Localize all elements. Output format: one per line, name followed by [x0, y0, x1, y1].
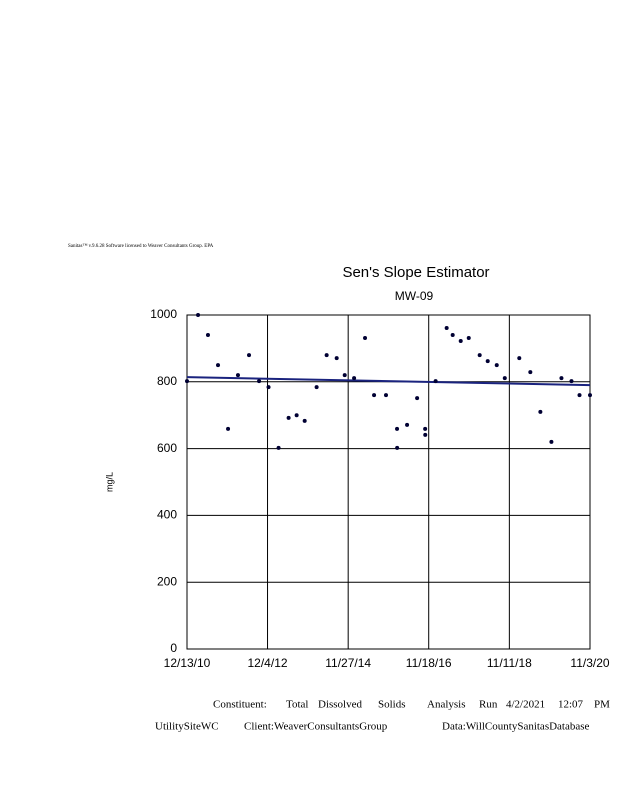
- header-text: Sanitas™ v.9.6.28 Software licensed to W…: [68, 243, 214, 249]
- data-point: [405, 422, 410, 427]
- data-point: [276, 445, 281, 450]
- chart-subtitle: MW-09: [395, 289, 434, 303]
- footer-text: Analysis: [427, 699, 466, 711]
- data-point: [383, 393, 388, 398]
- y-tick-label: 600: [157, 441, 177, 455]
- data-point: [423, 432, 428, 437]
- data-point: [363, 336, 368, 341]
- data-point: [226, 426, 231, 431]
- data-point: [433, 379, 438, 384]
- data-point: [334, 356, 339, 361]
- data-point: [528, 370, 533, 375]
- data-point: [266, 385, 271, 390]
- x-tick-label: 11/11/18: [487, 656, 532, 670]
- footer-text: Data:WillCountySanitasDatabase: [442, 721, 590, 733]
- data-point: [485, 359, 490, 364]
- data-point: [502, 376, 507, 381]
- data-point: [235, 373, 240, 378]
- data-point: [549, 439, 554, 444]
- data-point: [517, 356, 522, 361]
- data-point: [477, 353, 482, 358]
- y-tick-label: 1000: [150, 307, 177, 321]
- footer-text: Dissolved: [318, 699, 363, 711]
- footer-text: UtilitySiteWC: [155, 721, 219, 733]
- data-point: [415, 396, 420, 401]
- data-point: [247, 353, 252, 358]
- data-point: [185, 379, 189, 384]
- data-point: [444, 326, 449, 331]
- footer-text: Solids: [378, 699, 406, 711]
- chart-title: Sen's Slope Estimator: [342, 264, 489, 281]
- plot-frame: [186, 314, 591, 650]
- trend-line: [186, 376, 591, 387]
- y-tick-label: 800: [157, 374, 177, 388]
- footer-text: 4/2/2021: [506, 699, 545, 711]
- y-axis-label: mg/L: [104, 472, 114, 492]
- data-point: [352, 376, 357, 381]
- data-point: [286, 415, 291, 420]
- footer-text: Run: [479, 699, 498, 711]
- data-point: [196, 313, 201, 317]
- data-point: [588, 393, 592, 398]
- y-tick-label: 400: [157, 508, 177, 522]
- data-point: [569, 379, 574, 384]
- data-point: [205, 333, 210, 338]
- data-point: [559, 376, 564, 381]
- footer-text: Constituent:: [213, 699, 267, 711]
- data-point: [342, 373, 347, 378]
- data-point: [294, 413, 299, 418]
- data-point: [314, 385, 319, 390]
- footer-text: Client:WeaverConsultantsGroup: [244, 721, 388, 733]
- footer-text: Total: [286, 699, 308, 711]
- x-tick-label: 11/27/14: [325, 656, 371, 670]
- x-tick-label: 11/3/20: [570, 656, 609, 670]
- data-point: [395, 445, 400, 450]
- y-tick-label: 0: [170, 641, 177, 655]
- data-point: [423, 426, 428, 431]
- data-point: [324, 353, 329, 358]
- data-point: [395, 426, 400, 431]
- data-point: [466, 336, 471, 341]
- data-point: [450, 333, 455, 338]
- data-point: [538, 409, 543, 414]
- data-point: [458, 339, 463, 344]
- data-point: [257, 379, 262, 384]
- x-tick-label: 12/4/12: [248, 656, 288, 670]
- footer-text: PM: [594, 699, 610, 711]
- x-tick-label: 12/13/10: [164, 656, 211, 670]
- data-point: [372, 393, 377, 398]
- data-point: [494, 363, 499, 368]
- x-tick-label: 11/18/16: [406, 656, 452, 670]
- data-point: [302, 418, 307, 423]
- data-point: [216, 363, 221, 368]
- data-point: [577, 393, 582, 398]
- y-tick-label: 200: [157, 574, 177, 588]
- footer-text: 12:07: [558, 699, 584, 711]
